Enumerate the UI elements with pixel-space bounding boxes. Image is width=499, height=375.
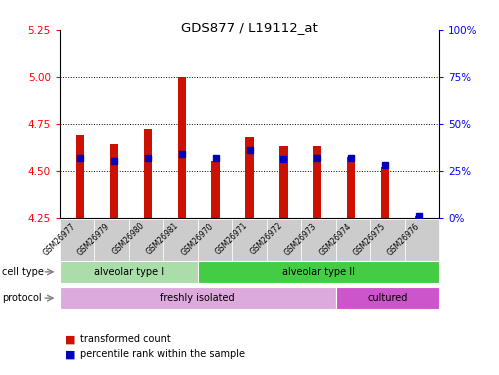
Text: GSM26971: GSM26971	[214, 221, 250, 257]
Bar	[76, 135, 84, 218]
Text: ■: ■	[65, 350, 75, 359]
Text: cultured: cultured	[367, 293, 408, 303]
Text: GSM26976: GSM26976	[386, 221, 422, 257]
Text: GSM26980: GSM26980	[110, 221, 146, 257]
Text: GSM26974: GSM26974	[317, 221, 353, 257]
Bar	[381, 167, 389, 218]
Bar	[144, 129, 152, 218]
Text: freshly isolated: freshly isolated	[161, 293, 235, 303]
Text: GSM26972: GSM26972	[249, 221, 284, 257]
Text: percentile rank within the sample: percentile rank within the sample	[80, 350, 245, 359]
Bar	[415, 216, 423, 217]
Text: protocol: protocol	[2, 293, 42, 303]
Text: GSM26979: GSM26979	[76, 221, 112, 257]
Bar	[279, 146, 287, 218]
Text: GSM26970: GSM26970	[179, 221, 215, 257]
Text: transformed count: transformed count	[80, 334, 171, 344]
Text: alveolar type I: alveolar type I	[94, 267, 164, 277]
Text: GSM26975: GSM26975	[352, 221, 387, 257]
Text: GSM26973: GSM26973	[283, 221, 318, 257]
Bar	[110, 144, 118, 218]
Text: GSM26981: GSM26981	[145, 221, 181, 257]
Text: cell type: cell type	[2, 267, 44, 277]
Bar	[313, 146, 321, 218]
Text: GDS877 / L19112_at: GDS877 / L19112_at	[181, 21, 318, 34]
Bar	[212, 161, 220, 218]
Bar	[246, 137, 253, 218]
Text: ■: ■	[65, 334, 75, 344]
Bar	[347, 158, 355, 218]
Text: alveolar type II: alveolar type II	[282, 267, 355, 277]
Bar	[178, 77, 186, 218]
Text: GSM26977: GSM26977	[41, 221, 77, 257]
